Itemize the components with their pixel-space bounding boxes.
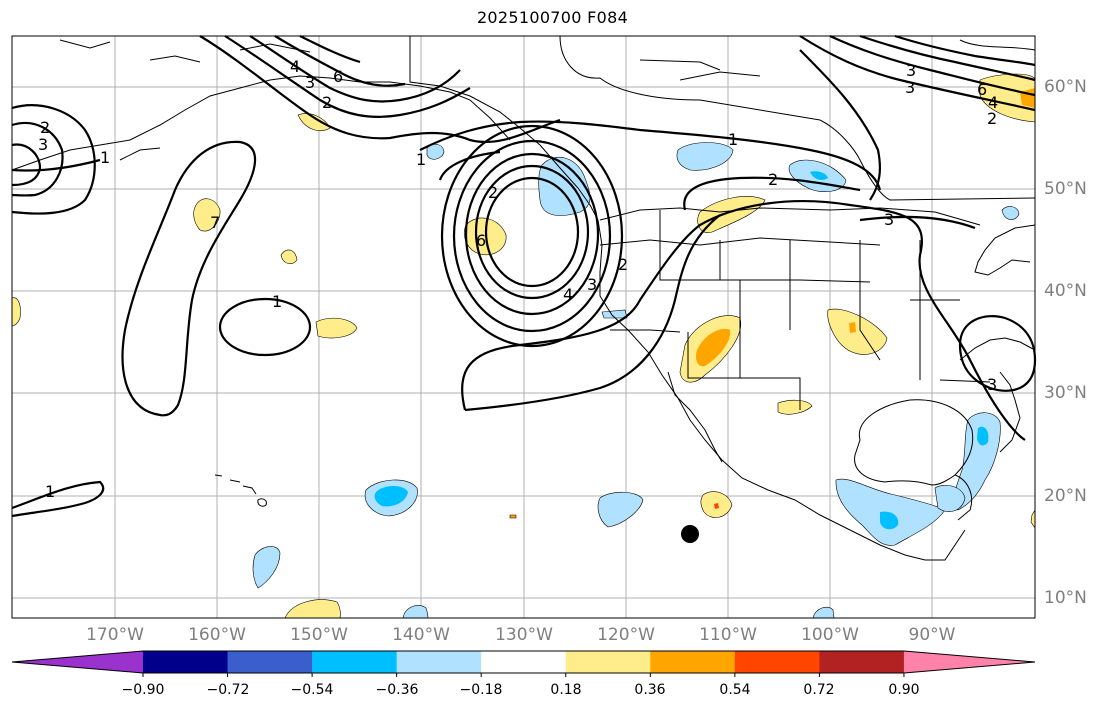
- colorbar-segment: [650, 651, 736, 673]
- lat-label: 60°N: [1044, 77, 1087, 97]
- colorbar-tick-label: −0.90: [121, 682, 165, 698]
- anomaly-fill-ca-coast: [601, 309, 628, 319]
- anomaly-fill-mid-pacific: [597, 491, 644, 528]
- map-frame: [11, 35, 1036, 619]
- contour-label: 2: [768, 170, 778, 189]
- anomaly-fill-bottom-2: [812, 606, 835, 619]
- contour-labels: 2 3 1 7 1 1 4 3 6 2 1 2 6 4 3 2 1 2 3 3 …: [38, 57, 998, 501]
- contour-label: 1: [728, 130, 738, 149]
- anomaly-fill-hawaii-ne-core: [374, 486, 408, 507]
- colorbar-segment: [396, 651, 482, 673]
- contour-label: 6: [333, 67, 343, 86]
- contour-label: 2: [488, 183, 498, 202]
- storm-position-marker: [681, 525, 699, 543]
- lon-label: 140°W: [392, 625, 450, 645]
- anomaly-fill-oklahoma-core: [849, 322, 856, 333]
- coastlines: [409, 35, 1036, 561]
- contour-label: 4: [563, 285, 573, 304]
- anomaly-fill-gulf-east-core: [977, 426, 989, 446]
- contour-label: 1: [45, 482, 55, 501]
- anomaly-fill-pacific-1: [315, 317, 358, 339]
- lon-label: 110°W: [699, 625, 757, 645]
- colorbar-segment: [481, 651, 567, 673]
- colorbar-segment: [565, 651, 651, 673]
- anomaly-fill-campeche-core: [880, 511, 899, 530]
- contour-label: 6: [977, 80, 987, 99]
- lat-label: 40°N: [1044, 281, 1087, 301]
- contour-label: 1: [416, 150, 426, 169]
- colorbar-extension-low: [12, 651, 143, 673]
- colorbar-segment: [734, 651, 820, 673]
- colorbar-tick-label: 0.90: [888, 682, 920, 698]
- anomaly-fill-pacific-4: [280, 249, 298, 264]
- lat-label: 50°N: [1044, 179, 1087, 199]
- contour-label: 1: [272, 292, 282, 311]
- lon-label: 160°W: [188, 625, 246, 645]
- anomaly-fill-west-edge: [11, 297, 21, 327]
- anomaly-fill-tiny: [509, 514, 517, 519]
- lon-label: 120°W: [597, 625, 655, 645]
- anomaly-fill-yucatan: [934, 485, 966, 512]
- anomaly-fill-bc-coast: [538, 156, 591, 216]
- lon-label: 90°W: [908, 625, 956, 645]
- contour-label: 3: [884, 210, 894, 229]
- contour-label: 3: [987, 375, 997, 394]
- contour-label: 1: [100, 148, 110, 167]
- contour-label: 2: [322, 93, 332, 112]
- contour-label: 4: [290, 57, 300, 76]
- contour-label: 4: [988, 93, 998, 112]
- colorbar-tick-label: 0.54: [719, 682, 751, 698]
- lon-label: 170°W: [86, 625, 144, 645]
- colorbar-tick-label: −0.54: [290, 682, 334, 698]
- positive-anomaly-fills: [11, 73, 1036, 619]
- colorbar: [11, 650, 1036, 677]
- lat-label: 20°N: [1044, 486, 1087, 506]
- map-title: 2025100700 F084: [476, 8, 629, 27]
- contour-label: 2: [618, 255, 628, 274]
- anomaly-fill-montana: [697, 196, 766, 233]
- colorbar-extension-high: [903, 651, 1035, 673]
- colorbar-tick-label: 0.72: [803, 682, 835, 698]
- anomaly-fill-south-pacific: [252, 546, 281, 589]
- contour-label: 2: [987, 109, 997, 128]
- anomaly-fill-campeche: [835, 478, 946, 546]
- anomaly-fill-hudson: [1001, 206, 1020, 220]
- contour-label: 3: [906, 61, 916, 80]
- contour-label: 3: [305, 73, 315, 92]
- contour-label: 2: [40, 118, 50, 137]
- anomaly-fill-pacific-5: [284, 599, 341, 619]
- colorbar-segment: [819, 651, 905, 673]
- contour-label: 3: [587, 275, 597, 294]
- colorbar-tick-label: 0.36: [634, 682, 666, 698]
- lon-label: 150°W: [290, 625, 348, 645]
- contour-label: 6: [476, 231, 486, 250]
- colorbar-segment: [227, 651, 313, 673]
- height-contours: [11, 34, 1037, 518]
- anomaly-fill-sask-core: [810, 171, 828, 180]
- contour-label: 3: [38, 135, 48, 154]
- anomaly-fill-oklahoma: [827, 308, 888, 355]
- colorbar-tick-label: 0.18: [550, 682, 582, 698]
- lon-label: 100°W: [801, 625, 859, 645]
- contour-label: 3: [905, 78, 915, 97]
- anomaly-fill-mexico-core: [714, 503, 719, 509]
- lon-label: 130°W: [495, 625, 553, 645]
- lat-label: 30°N: [1044, 383, 1087, 403]
- hawaii-islands: [214, 474, 267, 507]
- colorbar-tick-label: −0.18: [459, 682, 503, 698]
- anomaly-fill-baja: [777, 399, 813, 415]
- colorbar-tick-label: −0.36: [375, 682, 419, 698]
- contour-label: 7: [210, 213, 220, 232]
- negative-anomaly-fills: [252, 142, 1020, 619]
- anomaly-fill-sw-us-core: [695, 328, 731, 367]
- colorbar-tick-label: −0.72: [206, 682, 250, 698]
- anomaly-fill-alberta: [676, 142, 734, 171]
- anomaly-fill-pacific-2: [193, 198, 221, 232]
- colorbar-segment: [312, 651, 398, 673]
- colorbar-segment: [143, 651, 229, 673]
- lat-label: 10°N: [1044, 588, 1087, 608]
